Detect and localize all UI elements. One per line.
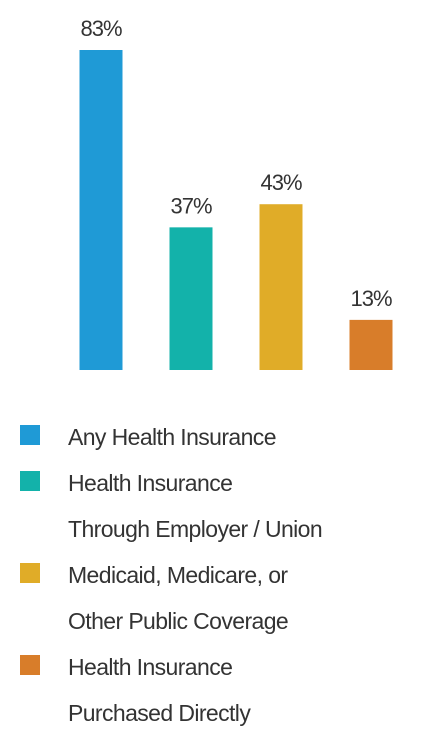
bar: [79, 50, 123, 370]
value-label: 43%: [260, 170, 301, 195]
bar: [349, 319, 393, 370]
bar: [259, 204, 303, 370]
bar: [169, 227, 213, 370]
legend-swatch: [20, 425, 40, 445]
chart: 83% 37% 43% 13%: [79, 16, 393, 370]
legend: Any Health Insurance Health Insurance Thr…: [20, 414, 446, 736]
value-label: 13%: [350, 286, 391, 311]
legend-label: Any Health Insurance: [68, 424, 277, 450]
legend-item: Health Insurance Purchased Directly: [20, 644, 446, 736]
legend-item: Any Health Insurance: [20, 414, 446, 460]
legend-label: Health Insurance Through Employer / Unio…: [68, 470, 323, 542]
legend-swatch: [20, 471, 40, 491]
value-label: 83%: [80, 16, 121, 41]
legend-item: Health Insurance Through Employer / Unio…: [20, 460, 446, 552]
legend-swatch: [20, 655, 40, 675]
legend-swatch: [20, 563, 40, 583]
legend-item: Medicaid, Medicare, or Other Public Cove…: [20, 552, 446, 644]
legend-label: Health Insurance Purchased Directly: [68, 654, 251, 726]
value-label: 37%: [170, 193, 211, 218]
legend-label: Medicaid, Medicare, or Other Public Cove…: [68, 562, 289, 634]
